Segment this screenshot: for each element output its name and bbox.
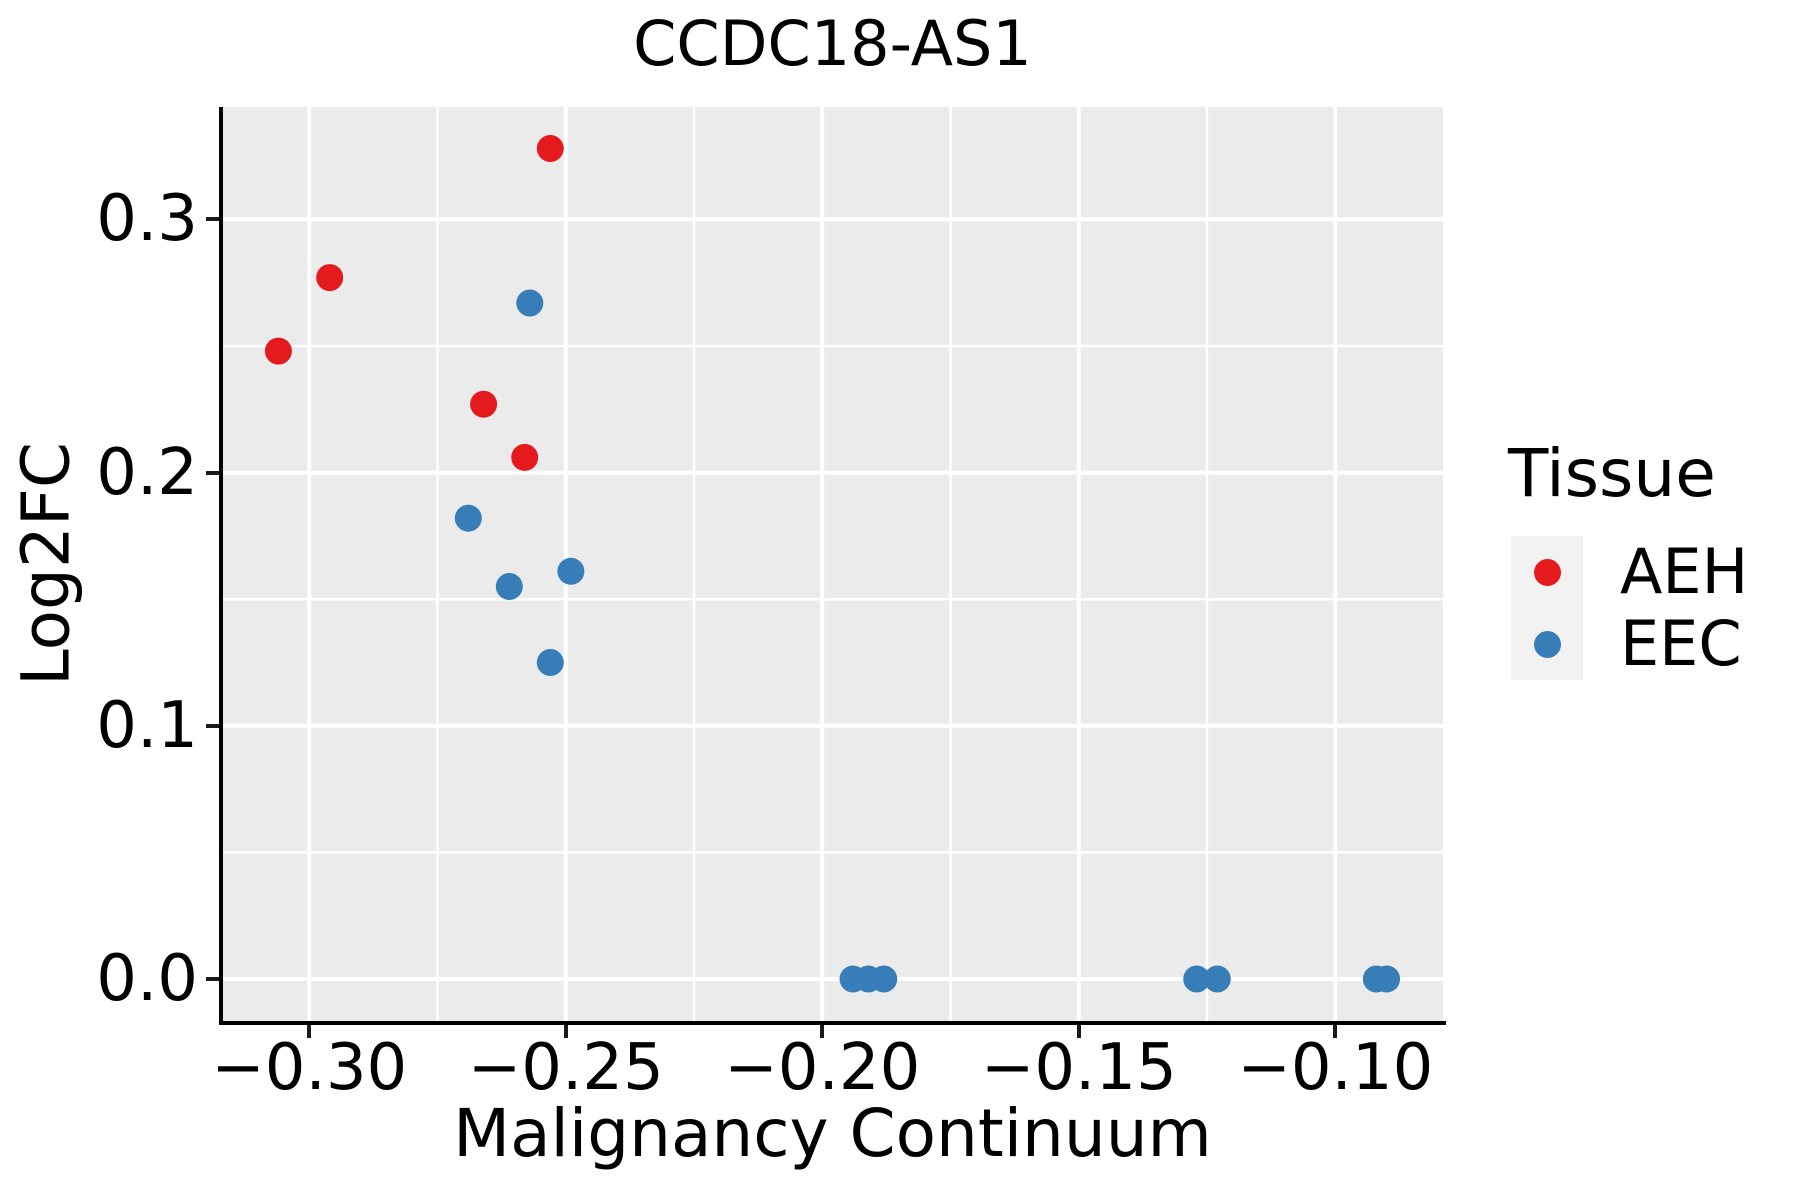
scatter-plot-svg (222, 107, 1443, 1021)
y-tick-mark (206, 470, 219, 475)
y-tick-label: 0.2 (96, 435, 198, 510)
data-point-eec (516, 289, 544, 317)
x-axis-spine (219, 1021, 1446, 1025)
legend-label: EEC (1620, 607, 1742, 680)
legend-marker-aeh-icon (1533, 558, 1561, 586)
x-tick-mark (563, 1025, 568, 1038)
legend-items: AEH EEC (1511, 536, 1748, 680)
y-tick-mark (206, 976, 219, 981)
x-tick-label: −0.15 (980, 1031, 1177, 1105)
data-point-eec (495, 573, 523, 600)
data-point-aeh (511, 443, 539, 471)
y-tick-mark (206, 217, 219, 222)
x-axis-label: Malignancy Continuum (453, 1095, 1212, 1172)
y-tick-label: 0.3 (96, 182, 198, 257)
data-point-eec (1373, 965, 1401, 993)
data-point-eec (557, 557, 585, 585)
x-tick-label: −0.20 (724, 1031, 921, 1105)
legend-title: Tissue (1508, 435, 1716, 512)
legend-label: AEH (1620, 535, 1749, 608)
data-point-eec (1183, 965, 1211, 993)
legend-item-aeh: AEH (1511, 536, 1748, 608)
y-tick-label: 0.0 (96, 941, 198, 1016)
x-tick-label: −0.10 (1237, 1031, 1434, 1105)
legend-key-box (1511, 608, 1583, 680)
data-point-aeh (264, 337, 292, 365)
data-point-eec (870, 965, 898, 993)
data-point-aeh (536, 135, 564, 162)
x-tick-label: −0.30 (211, 1031, 408, 1105)
legend-marker-eec-icon (1533, 630, 1561, 658)
y-axis-label: Log2FC (7, 442, 85, 686)
x-tick-label: −0.25 (467, 1031, 664, 1105)
x-tick-mark (307, 1025, 312, 1038)
y-tick-label: 0.1 (96, 688, 198, 763)
chart-title: CCDC18-AS1 (633, 7, 1032, 80)
data-point-aeh (470, 390, 498, 418)
x-tick-mark (1076, 1025, 1081, 1038)
data-point-eec (1203, 965, 1231, 993)
data-point-eec (536, 649, 564, 676)
data-point-aeh (316, 264, 344, 292)
legend-item-eec: EEC (1511, 608, 1748, 680)
legend-key-box (1511, 536, 1583, 608)
y-tick-mark (206, 723, 219, 728)
legend: Tissue AEH EEC (1508, 438, 1748, 680)
y-axis-spine (219, 107, 223, 1025)
plot-panel (222, 107, 1443, 1021)
x-tick-mark (820, 1025, 825, 1038)
data-point-eec (454, 504, 482, 532)
x-tick-mark (1333, 1025, 1338, 1038)
